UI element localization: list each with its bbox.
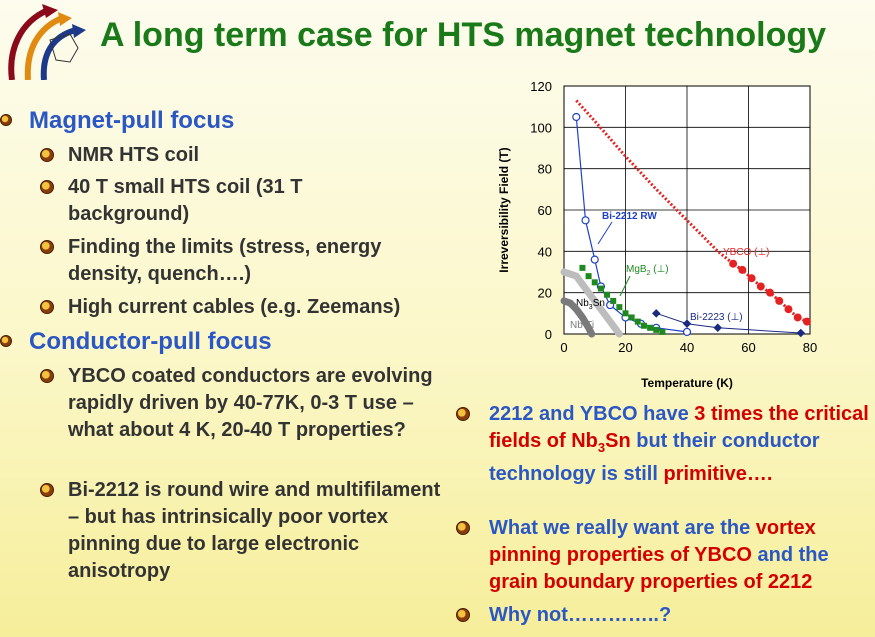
right-bullet-why-not: Why not…………..? [456, 602, 875, 629]
data-point [616, 304, 623, 311]
logo-arrows-icon [8, 4, 86, 80]
data-point [597, 285, 604, 292]
data-point [659, 328, 666, 335]
bullet-dot-icon [0, 335, 12, 347]
y-tick-label: 0 [545, 327, 552, 342]
irreversibility-field-chart: 0 20 40 60 80 0 20 40 60 80 100 120 Temperature (K) I… [497, 79, 817, 390]
series-label-bi-2223-: Bi-2223 (⊥) [690, 312, 743, 323]
bullet-dot-icon [40, 180, 54, 194]
list-item: YBCO coated conductors are evolving rapi… [40, 363, 463, 444]
series-label-ybco-: YBCO (⊥) [723, 247, 770, 258]
data-point [572, 112, 581, 122]
data-point [766, 288, 775, 297]
series-line-nb-ti [560, 297, 596, 338]
page-title: A long term case for HTS magnet technolo… [100, 16, 827, 54]
data-point [634, 318, 641, 325]
list-item: Bi-2212 is round wire and multifilament … [40, 477, 463, 585]
bullet-dot-icon [40, 369, 54, 383]
bullet-dot-icon [40, 148, 54, 162]
bullet-dot-icon [40, 483, 54, 497]
data-point [647, 324, 654, 331]
x-tick-label: 0 [560, 340, 567, 355]
list-item: 40 T small HTS coil (31 T background) [40, 174, 463, 228]
series-label-mgb: MgB2 (⊥) [626, 264, 669, 277]
y-tick-label: 80 [538, 162, 552, 177]
y-tick-label: 120 [530, 79, 552, 94]
data-point [585, 273, 592, 280]
bullet-dot-icon [456, 407, 470, 421]
bullet-dot-icon [456, 608, 470, 622]
data-point [610, 297, 617, 304]
data-point [738, 265, 747, 274]
data-point [775, 296, 784, 305]
series-line-bi-2223- [656, 312, 801, 334]
label-pointer-mgb2 [619, 275, 631, 297]
bullet-dot-icon [456, 521, 470, 535]
list-item: Finding the limits (stress, energy densi… [40, 234, 463, 288]
x-axis-label: Temperature (K) [641, 376, 733, 390]
label-pointer-bi2212 [597, 221, 613, 245]
series-label-bi-2212-rw: Bi-2212 RW [602, 211, 657, 222]
y-tick-label: 60 [538, 203, 552, 218]
data-point [591, 279, 598, 286]
y-tick-label: 20 [538, 286, 552, 301]
data-point [793, 313, 802, 322]
data-point [628, 314, 635, 321]
data-point [682, 327, 692, 337]
data-point [579, 264, 586, 271]
bullet-dot-icon [40, 300, 54, 314]
data-point [802, 317, 811, 326]
right-bullet-critical-fields: 2212 and YBCO have 3 times the critical … [456, 401, 875, 488]
x-tick-label: 60 [741, 340, 755, 355]
data-point [640, 322, 647, 329]
list-item: High current cables (e.g. Zeemans) [40, 294, 463, 321]
data-point [581, 216, 590, 225]
data-point [784, 305, 793, 314]
data-point [604, 291, 611, 298]
series-label-nb: Nb3Sn [576, 298, 605, 311]
y-axis-label: Irreversibility Field (T) [497, 147, 511, 272]
bullet-dot-icon [40, 240, 54, 254]
x-tick-label: 20 [618, 340, 632, 355]
data-point [747, 274, 756, 283]
data-point [756, 282, 765, 291]
bullet-dot-icon [0, 114, 12, 126]
x-tick-label: 80 [803, 340, 817, 355]
data-point [729, 259, 738, 268]
y-tick-label: 40 [538, 244, 552, 259]
right-bullet-want: What we really want are the vortex pinni… [456, 515, 875, 596]
y-tick-label: 100 [530, 120, 552, 135]
data-point [622, 310, 629, 317]
series-label-nb-ti: Nb-Ti [570, 320, 594, 331]
list-item: NMR HTS coil [40, 142, 463, 169]
data-point [590, 255, 599, 264]
data-point [653, 326, 660, 333]
x-tick-label: 40 [680, 340, 694, 355]
data-point [796, 328, 806, 338]
series-line-nb [560, 268, 623, 338]
